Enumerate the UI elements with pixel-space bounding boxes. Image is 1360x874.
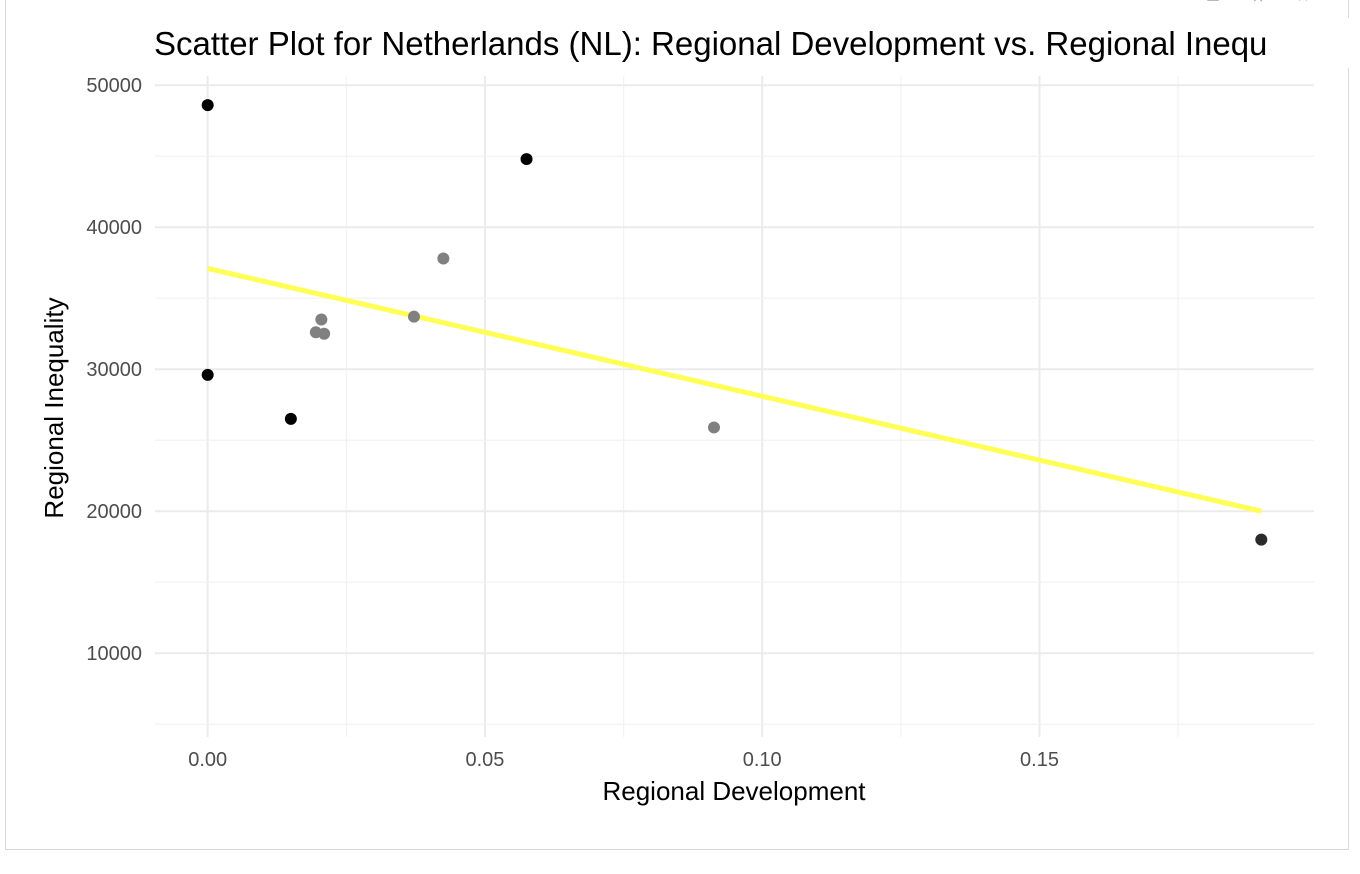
y-tick-label: 20000: [86, 501, 142, 523]
data-point: [1255, 533, 1268, 546]
data-point: [201, 99, 214, 112]
y-tick-label: 10000: [86, 643, 142, 665]
close-icon[interactable]: ✕: [1293, 0, 1313, 6]
grid: [155, 76, 1314, 737]
data-point: [520, 153, 533, 166]
tick-labels: 0.00 0.05 0.10 0.15 10000 20000 30000 40000 5000…: [86, 75, 1059, 771]
plot-panel: 0.00 0.05 0.10 0.15 10000 20000 30000 40000 5000…: [5, 0, 1350, 850]
data-point: [707, 421, 720, 434]
y-tick-label: 50000: [86, 75, 142, 97]
data-point: [437, 252, 450, 265]
data-point: [201, 368, 214, 381]
trend-line: [207, 265, 1262, 514]
scatter-chart: 0.00 0.05 0.10 0.15 10000 20000 30000 40000 5000…: [39, 18, 1350, 806]
chart-title: Scatter Plot for Netherlands (NL): Regio…: [154, 25, 1267, 62]
x-tick-label: 0.00: [188, 749, 227, 771]
x-axis-title: Regional Development: [602, 776, 866, 806]
window-controls: ▭ ⨯ ✕: [1206, 0, 1348, 10]
data-point: [318, 327, 331, 340]
y-tick-label: 40000: [86, 217, 142, 239]
x-tick-label: 0.15: [1020, 749, 1059, 771]
points-layer: [201, 99, 1268, 546]
trend-layer: [207, 265, 1262, 514]
y-tick-label: 30000: [86, 359, 142, 381]
data-point: [315, 313, 328, 326]
data-point: [284, 412, 297, 425]
data-point: [407, 310, 420, 323]
x-tick-label: 0.10: [743, 749, 782, 771]
export-icon[interactable]: ▭: [1203, 0, 1223, 6]
title-clip: [1329, 18, 1350, 68]
y-axis-title: Regional Inequality: [39, 297, 69, 518]
minimize-icon[interactable]: ⨯: [1248, 0, 1268, 6]
x-tick-label: 0.05: [465, 749, 504, 771]
